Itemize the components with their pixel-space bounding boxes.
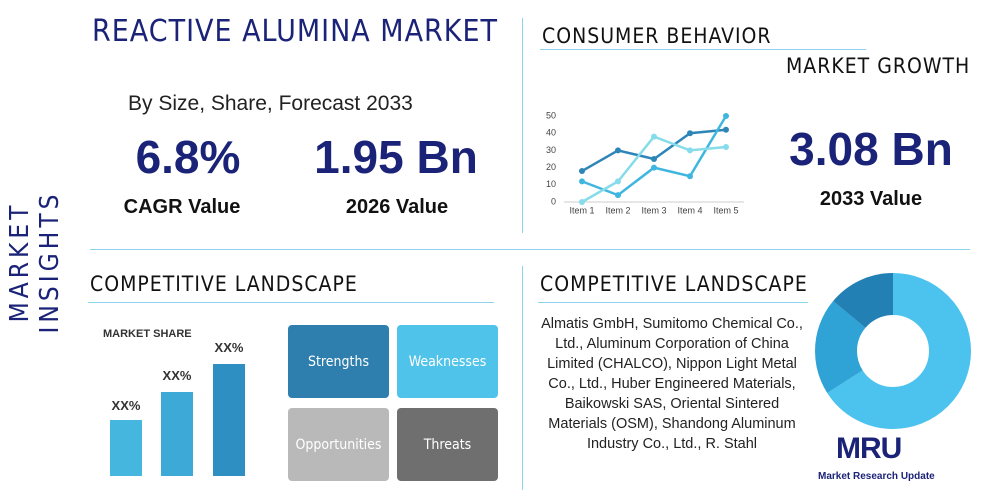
bar [161, 392, 193, 476]
section-title: COMPETITIVE LANDSCAPE [540, 272, 808, 296]
donut-slice [815, 273, 971, 429]
y-tick-label: 20 [546, 162, 556, 172]
bar-label: XX% [214, 340, 244, 355]
point [723, 143, 729, 150]
swot-box: Strengths [288, 325, 389, 398]
point [687, 173, 693, 180]
point [579, 168, 585, 175]
stat-value: 6.8% [135, 131, 241, 183]
chart-title: MARKET SHARE [103, 328, 192, 340]
bar [110, 420, 142, 476]
x-tick-label: Item 5 [713, 205, 738, 215]
divider [522, 266, 523, 490]
bar [213, 364, 245, 476]
underline [88, 302, 494, 303]
point [615, 192, 621, 199]
donut-slice [815, 273, 971, 429]
donut [815, 273, 971, 429]
point [615, 147, 621, 154]
point [651, 133, 657, 140]
title: REACTIVE ALUMINA MARKET [92, 14, 499, 49]
y-tick-label: 10 [546, 179, 556, 189]
line [581, 115, 728, 197]
y-tick-label: 0 [551, 196, 556, 206]
point [615, 178, 621, 185]
stat-label: 2026 Value [345, 196, 449, 218]
point [579, 178, 585, 185]
bar-label: XX% [162, 368, 192, 383]
stat-value: 3.08 Bn [789, 123, 953, 175]
x-tick-label: Item 1 [569, 205, 594, 215]
y-tick-label: 30 [546, 145, 556, 155]
line-chart: 0 10 20 30 40 50 Item 1 Item 2 Item 3 Item 4 Item … [546, 110, 744, 215]
company-list: Almatis GmbH, Sumitomo Chemical Co., Ltd… [541, 316, 803, 452]
point [579, 199, 585, 205]
swot-box: Weaknesses [397, 325, 498, 398]
logo-caption: Market Research Update [818, 471, 935, 482]
section-title: COMPETITIVE LANDSCAPE [90, 272, 358, 296]
x-tick-label: Item 3 [641, 205, 666, 215]
point [687, 130, 693, 137]
divider [90, 249, 970, 250]
stat-label: CAGR Value [123, 196, 241, 218]
stat-value: 1.95 Bn [314, 131, 478, 183]
y-tick-label: 50 [546, 110, 556, 120]
point [651, 156, 657, 162]
y-tick-label: 40 [546, 128, 556, 138]
bar-label: XX% [111, 398, 141, 413]
swot-box: Opportunities [288, 408, 389, 481]
underline [540, 49, 866, 50]
logo: MRU [836, 432, 902, 465]
point [723, 126, 729, 133]
section-title: CONSUMER BEHAVIOR [542, 24, 772, 48]
x-tick-label: Item 2 [605, 205, 630, 215]
x-tick-label: Item 4 [677, 205, 702, 215]
point [651, 164, 657, 171]
subtitle: By Size, Share, Forecast 2033 [128, 92, 413, 115]
point [723, 113, 729, 119]
swot-box: Threats [397, 408, 498, 481]
section-subtitle: MARKET GROWTH [786, 54, 971, 78]
side-label: MARKET INSIGHTS [5, 190, 65, 334]
underline [538, 302, 808, 303]
point [687, 147, 693, 154]
divider [522, 18, 523, 233]
stat-label: 2033 Value [819, 188, 923, 210]
